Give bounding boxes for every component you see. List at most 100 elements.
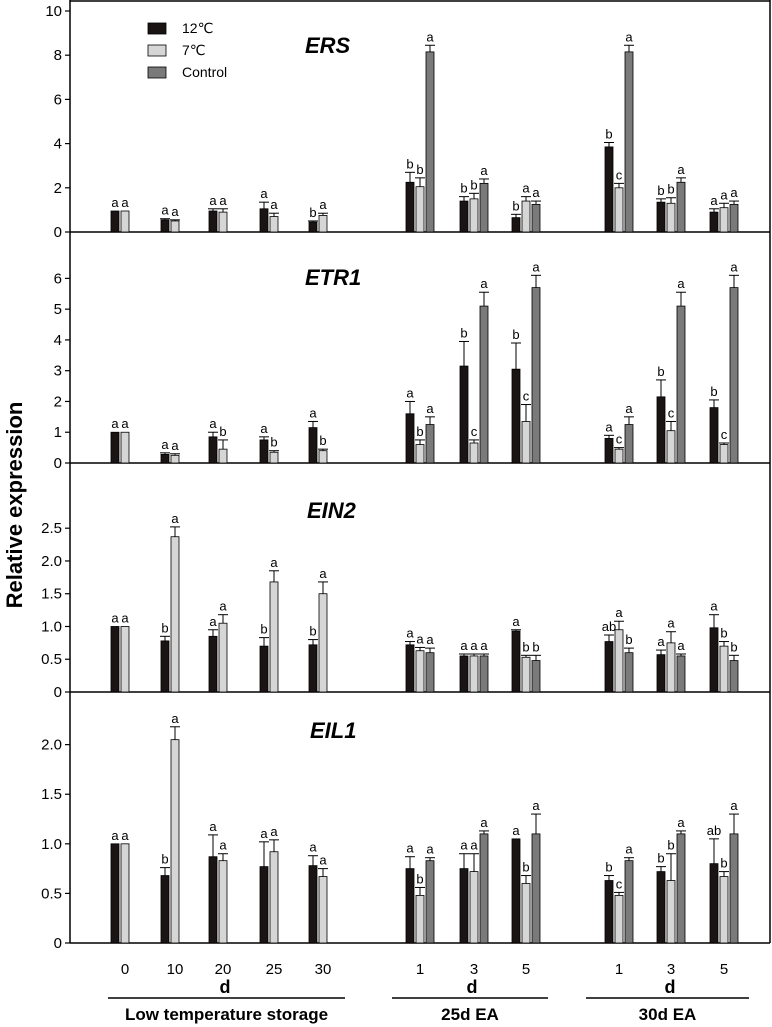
bar <box>709 627 719 693</box>
bar <box>729 287 739 464</box>
bar <box>318 450 328 464</box>
bar <box>170 454 180 464</box>
bar <box>269 451 279 464</box>
bar <box>170 536 180 693</box>
significance-letter: a <box>667 616 675 631</box>
bar <box>120 210 130 233</box>
bar <box>521 883 531 944</box>
y-tick-label: 6 <box>54 91 62 108</box>
x-tick-label: 1 <box>416 961 424 978</box>
x-unit-label: d <box>220 977 231 997</box>
significance-letter: b <box>416 871 423 886</box>
bar <box>208 856 218 944</box>
significance-letter: ab <box>602 619 616 634</box>
bar <box>521 200 531 233</box>
legend-label: 12℃ <box>182 20 213 36</box>
significance-letter: c <box>523 389 530 404</box>
bar <box>479 305 489 464</box>
significance-letter: a <box>615 605 623 620</box>
y-tick-label: 0 <box>54 224 62 241</box>
bar <box>415 444 425 464</box>
y-tick-label: 0 <box>54 455 62 472</box>
bar <box>160 219 170 233</box>
significance-letter: a <box>460 638 468 653</box>
bar <box>170 739 180 944</box>
significance-letter: a <box>171 204 179 219</box>
y-tick-label: 1.0 <box>41 618 62 635</box>
significance-letter: ab <box>707 823 721 838</box>
significance-letter: b <box>720 856 727 871</box>
significance-letter: b <box>309 624 316 639</box>
bar <box>511 217 521 233</box>
significance-letter: a <box>730 259 738 274</box>
y-tick-label: 0 <box>54 935 62 952</box>
bar <box>170 220 180 233</box>
x-unit-label: d <box>467 977 478 997</box>
significance-letter: a <box>710 193 718 208</box>
bar <box>676 655 686 693</box>
legend-label: 7℃ <box>182 42 206 58</box>
significance-letter: b <box>730 639 737 654</box>
significance-letter: b <box>460 325 467 340</box>
bar <box>709 211 719 233</box>
significance-letter: a <box>209 819 217 834</box>
significance-letter: a <box>730 185 738 200</box>
significance-letter: a <box>710 599 718 614</box>
significance-letter: a <box>111 828 119 843</box>
significance-letter: b <box>605 126 612 141</box>
significance-letter: a <box>260 421 268 436</box>
bar <box>218 622 228 693</box>
bar <box>459 655 469 693</box>
bar <box>110 626 120 693</box>
group-label: Low temperature storage <box>125 1005 328 1024</box>
bar <box>511 838 521 944</box>
significance-letter: a <box>512 823 520 838</box>
bar <box>719 876 729 944</box>
significance-letter: a <box>522 181 530 196</box>
significance-letter: b <box>161 852 168 867</box>
y-tick-label: 3 <box>54 363 62 380</box>
significance-letter: a <box>532 259 540 274</box>
bar <box>729 660 739 693</box>
significance-letter: a <box>625 842 633 857</box>
significance-letter: a <box>677 162 685 177</box>
bar <box>425 860 435 944</box>
bar <box>604 146 614 233</box>
significance-letter: a <box>319 197 327 212</box>
y-tick-label: 4 <box>54 136 62 153</box>
bar <box>160 453 170 464</box>
bar <box>308 644 318 693</box>
y-tick-label: 0.5 <box>41 885 62 902</box>
bar <box>259 208 269 233</box>
significance-letter: a <box>480 276 488 291</box>
y-tick-label: 5 <box>54 301 62 318</box>
significance-letter: c <box>616 432 623 447</box>
bar <box>308 865 318 944</box>
bar <box>604 880 614 944</box>
significance-letter: b <box>260 622 267 637</box>
bar <box>459 200 469 233</box>
significance-letter: a <box>209 416 217 431</box>
significance-letter: a <box>319 566 327 581</box>
group-label: 25d EA <box>441 1005 499 1024</box>
significance-letter: a <box>730 798 738 813</box>
significance-letter: b <box>470 177 477 192</box>
bar <box>656 871 666 944</box>
significance-letter: a <box>426 29 434 44</box>
significance-letter: b <box>319 433 326 448</box>
bar <box>531 660 541 693</box>
bar <box>531 287 541 464</box>
significance-letter: a <box>532 798 540 813</box>
significance-letter: a <box>161 437 169 452</box>
bar <box>259 439 269 464</box>
significance-letter: b <box>522 639 529 654</box>
x-tick-label: 10 <box>167 961 184 978</box>
significance-letter: a <box>260 186 268 201</box>
bar <box>405 868 415 944</box>
significance-letter: a <box>171 711 179 726</box>
bar <box>415 650 425 693</box>
significance-letter: b <box>270 435 277 450</box>
bar <box>425 652 435 693</box>
bar <box>709 407 719 464</box>
significance-letter: a <box>121 416 129 431</box>
